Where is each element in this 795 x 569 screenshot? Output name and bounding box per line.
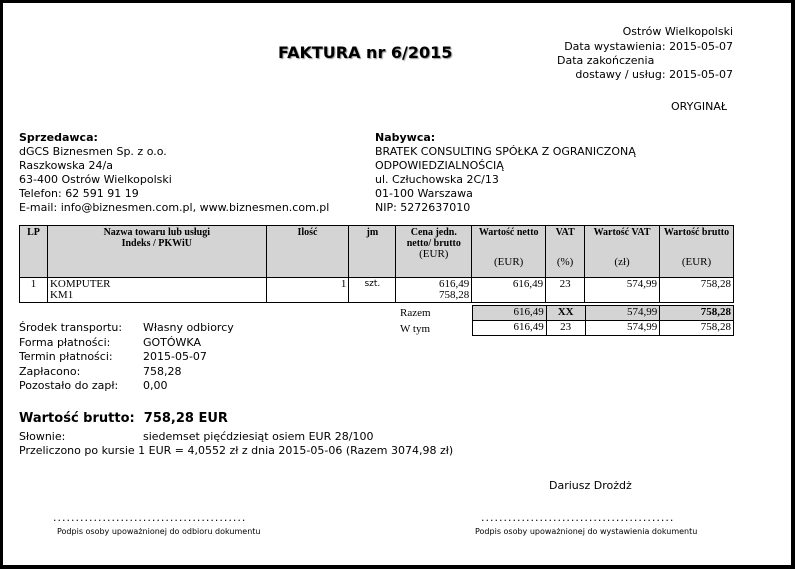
row-vat: 23 xyxy=(545,277,586,303)
transport-value: Własny odbiorcy xyxy=(143,321,234,334)
row-net: 616,49 xyxy=(471,277,547,303)
words-label: Słownie: xyxy=(19,430,66,443)
row-qty: 1 xyxy=(265,277,350,303)
completion-label-2: dostawy / usług: xyxy=(575,68,666,81)
total-row: 616,49 XX 574,99 758,28 xyxy=(472,305,734,321)
of-which-vat: 23 xyxy=(545,320,586,336)
of-which-label: W tym xyxy=(400,323,431,335)
signature-label-left: Podpis osoby upoważnionej do odbioru dok… xyxy=(57,527,261,536)
seller-line: 63-400 Ostrów Wielkopolski xyxy=(19,173,172,186)
paid-value: 758,28 xyxy=(143,364,182,378)
buyer-line: 01-100 Warszawa xyxy=(375,187,473,200)
conversion-note: Przeliczono po kursie 1 EUR = 4,0552 zł … xyxy=(19,444,454,457)
row-gross: 758,28 xyxy=(659,277,734,303)
signature-line-right: ........................................… xyxy=(481,511,675,524)
remaining-value: 0,00 xyxy=(143,379,168,392)
remaining-label: Pozostało do zapł: xyxy=(19,379,119,392)
seller-line: E-mail: info@biznesmen.com.pl, www.bizne… xyxy=(19,201,330,214)
col-net: Wartość netto (EUR) xyxy=(471,225,547,278)
amount-in-words: siedemset pięćdziesiąt osiem EUR 28/100 xyxy=(143,430,374,443)
payment-due-label: Termin płatności: xyxy=(19,350,113,363)
total-vat-value: 574,99 xyxy=(584,305,661,321)
total-label: Razem xyxy=(400,307,431,319)
buyer-line: ul. Człuchowska 2C/13 xyxy=(375,173,499,186)
issuer-name: Dariusz Drożdż xyxy=(549,479,632,492)
row-lp: 1 xyxy=(19,277,48,303)
signature-label-right: Podpis osoby upoważnionej do wystawienia… xyxy=(475,527,698,536)
issue-date: 2015-05-07 xyxy=(669,39,733,53)
col-vat-rate: VAT (%) xyxy=(545,225,586,278)
gross-total: Wartość brutto: 758,28 EUR xyxy=(19,411,228,426)
paid-label: Zapłacono: xyxy=(19,364,81,378)
payment-block: Środek transportu: Własny odbiorcy Forma … xyxy=(19,321,234,394)
buyer-line: ODPOWIEDZIALNOŚCIĄ xyxy=(375,159,504,172)
of-which-row: 616,49 23 574,99 758,28 xyxy=(472,320,734,336)
place: Ostrów Wielkopolski xyxy=(622,25,733,38)
row-unit-price: 616,49 758,28 xyxy=(395,277,473,303)
total-vat: XX xyxy=(545,305,586,321)
col-unit: jm xyxy=(348,225,397,278)
transport-label: Środek transportu: xyxy=(19,321,123,334)
payment-form-value: GOTÓWKA xyxy=(143,335,201,349)
buyer-line: BRATEK CONSULTING SPÓŁKA Z OGRANICZONĄ xyxy=(375,145,636,158)
total-gross: 758,28 xyxy=(659,305,734,321)
invoice-page: FAKTURA nr 6/2015 Ostrów Wielkopolski Da… xyxy=(3,3,791,565)
seller-line: Raszkowska 24/a xyxy=(19,159,113,172)
of-which-gross: 758,28 xyxy=(659,320,734,336)
of-which-vat-value: 574,99 xyxy=(584,320,661,336)
row-vat-value: 574,99 xyxy=(584,277,660,303)
col-unit-price: Cena jedn. netto/ brutto (EUR) xyxy=(395,225,473,278)
total-net: 616,49 xyxy=(472,305,547,321)
buyer-block: Nabywca: BRATEK CONSULTING SPÓŁKA Z OGRA… xyxy=(375,131,636,215)
seller-line: dGCS Biznesmen Sp. z o.o. xyxy=(19,145,167,158)
col-qty: Ilość xyxy=(265,225,350,278)
table-row: 1 KOMPUTER KM1 1 szt. 616,49 758,28 616,49… xyxy=(19,277,734,303)
buyer-heading: Nabywca: xyxy=(375,131,436,144)
copy-label: ORYGINAŁ xyxy=(671,100,728,113)
table-header: LP Nazwa towaru lub usługi Indeks / PKWi… xyxy=(19,225,734,278)
row-name: KOMPUTER KM1 xyxy=(46,277,267,303)
col-lp: LP xyxy=(19,225,48,278)
completion-date: 2015-05-07 xyxy=(669,68,733,81)
buyer-line: NIP: 5272637010 xyxy=(375,201,471,214)
issue-date-label: Data wystawienia: xyxy=(564,39,666,53)
invoice-title: FAKTURA nr 6/2015 xyxy=(278,43,453,62)
seller-line: Telefon: 62 591 91 19 xyxy=(19,187,139,200)
signature-line-left: ........................................… xyxy=(53,511,247,524)
col-vat-value: Wartość VAT (zł) xyxy=(584,225,660,278)
of-which-net: 616,49 xyxy=(472,320,547,336)
payment-form-label: Forma płatności: xyxy=(19,335,111,349)
items-table: LP Nazwa towaru lub usługi Indeks / PKWi… xyxy=(19,225,734,303)
col-name: Nazwa towaru lub usługi Indeks / PKWiU xyxy=(46,225,267,278)
payment-due-value: 2015-05-07 xyxy=(143,350,207,363)
seller-block: Sprzedawca: dGCS Biznesmen Sp. z o.o. Ra… xyxy=(19,131,329,215)
invoice-meta: Ostrów Wielkopolski Data wystawienia: 20… xyxy=(564,25,733,54)
row-unit: szt. xyxy=(348,277,397,303)
seller-heading: Sprzedawca: xyxy=(19,131,98,144)
totals-table: 616,49 XX 574,99 758,28 616,49 23 574,99… xyxy=(472,305,734,336)
col-gross: Wartość brutto (EUR) xyxy=(659,225,734,278)
completion-label: Data zakończenia xyxy=(557,54,655,67)
